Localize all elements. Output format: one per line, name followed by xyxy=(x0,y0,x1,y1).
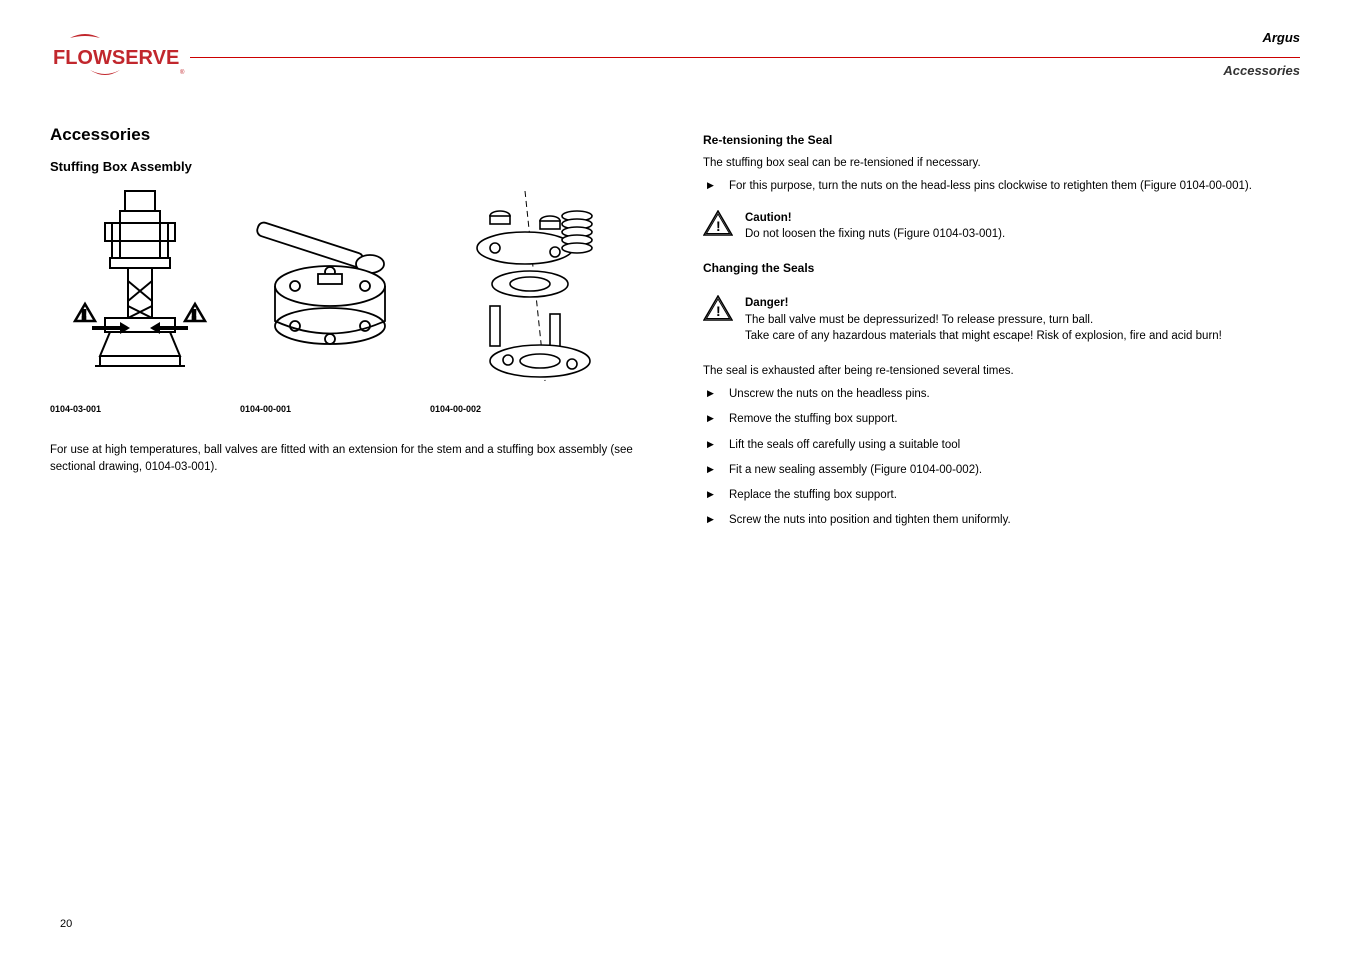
left-column: Accessories Stuffing Box Assembly xyxy=(50,125,647,544)
header-rule xyxy=(190,57,1300,58)
brand-name: Argus xyxy=(1223,30,1300,45)
changing-heading: Changing the Seals xyxy=(703,261,1300,275)
list-item: Screw the nuts into position and tighten… xyxy=(703,512,1300,529)
caution-box: ! Caution! Do not loosen the fixing nuts… xyxy=(703,210,1300,243)
list-item: Replace the stuffing box support. xyxy=(703,487,1300,504)
stuffing-box-heading: Stuffing Box Assembly xyxy=(50,159,647,174)
list-item: For this purpose, turn the nuts on the h… xyxy=(703,178,1300,195)
danger-line1: The ball valve must be depressurized! To… xyxy=(745,314,1093,326)
figure-3-image xyxy=(430,186,610,386)
figure-1-caption: 0104-03-001 xyxy=(50,404,101,414)
logo-text: FLOWSERVE xyxy=(53,47,179,69)
danger-text: Danger! The ball valve must be depressur… xyxy=(745,295,1222,345)
retension-steps: For this purpose, turn the nuts on the h… xyxy=(703,178,1300,195)
svg-text:!: ! xyxy=(82,308,86,322)
danger-line2: Take care of any hazardous materials tha… xyxy=(745,330,1222,342)
danger-label: Danger! xyxy=(745,297,788,309)
svg-text:®: ® xyxy=(180,69,185,76)
retension-text: The stuffing box seal can be re-tensione… xyxy=(703,155,1300,172)
list-item: Remove the stuffing box support. xyxy=(703,411,1300,428)
list-item: Unscrew the nuts on the headless pins. xyxy=(703,386,1300,403)
svg-text:!: ! xyxy=(716,218,721,234)
list-item: Lift the seals off carefully using a sui… xyxy=(703,437,1300,454)
warning-icon: ! xyxy=(703,210,733,236)
intro-text: For use at high temperatures, ball valve… xyxy=(50,442,647,475)
page-number: 20 xyxy=(60,918,72,930)
logo: FLOWSERVE ® xyxy=(50,30,190,85)
header-right: Argus Accessories xyxy=(1223,30,1300,78)
list-item: Fit a new sealing assembly (Figure 0104-… xyxy=(703,462,1300,479)
right-column: Re-tensioning the Seal The stuffing box … xyxy=(703,125,1300,544)
figure-1: ! ! 0104-03-001 xyxy=(50,186,230,414)
page-header: FLOWSERVE ® xyxy=(50,30,1300,85)
content-columns: Accessories Stuffing Box Assembly xyxy=(50,125,1300,544)
section-label: Accessories xyxy=(1223,63,1300,78)
exhausted-text: The seal is exhausted after being re-ten… xyxy=(703,363,1300,380)
figure-2-image xyxy=(240,186,420,386)
figure-3: 0104-00-002 xyxy=(430,186,610,414)
figures-row: ! ! 0104-03-001 xyxy=(50,186,647,414)
flowserve-logo-icon: FLOWSERVE ® xyxy=(50,30,190,85)
caution-text: Caution! Do not loosen the fixing nuts (… xyxy=(745,210,1005,243)
warning-icon: ! xyxy=(703,295,733,321)
figure-2: 0104-00-001 xyxy=(240,186,420,414)
caution-label: Caution! xyxy=(745,212,792,224)
caution-body: Do not loosen the fixing nuts (Figure 01… xyxy=(745,228,1005,240)
logo-row: FLOWSERVE ® xyxy=(50,30,1300,85)
svg-text:!: ! xyxy=(716,303,721,319)
figure-2-caption: 0104-00-001 xyxy=(240,404,291,414)
figure-1-image: ! ! xyxy=(50,186,230,386)
danger-box: ! Danger! The ball valve must be depress… xyxy=(703,295,1300,345)
figure-3-caption: 0104-00-002 xyxy=(430,404,481,414)
retension-heading: Re-tensioning the Seal xyxy=(703,133,1300,147)
changing-steps: Unscrew the nuts on the headless pins. R… xyxy=(703,386,1300,530)
page-title: Accessories xyxy=(50,125,647,145)
svg-text:!: ! xyxy=(192,308,196,322)
